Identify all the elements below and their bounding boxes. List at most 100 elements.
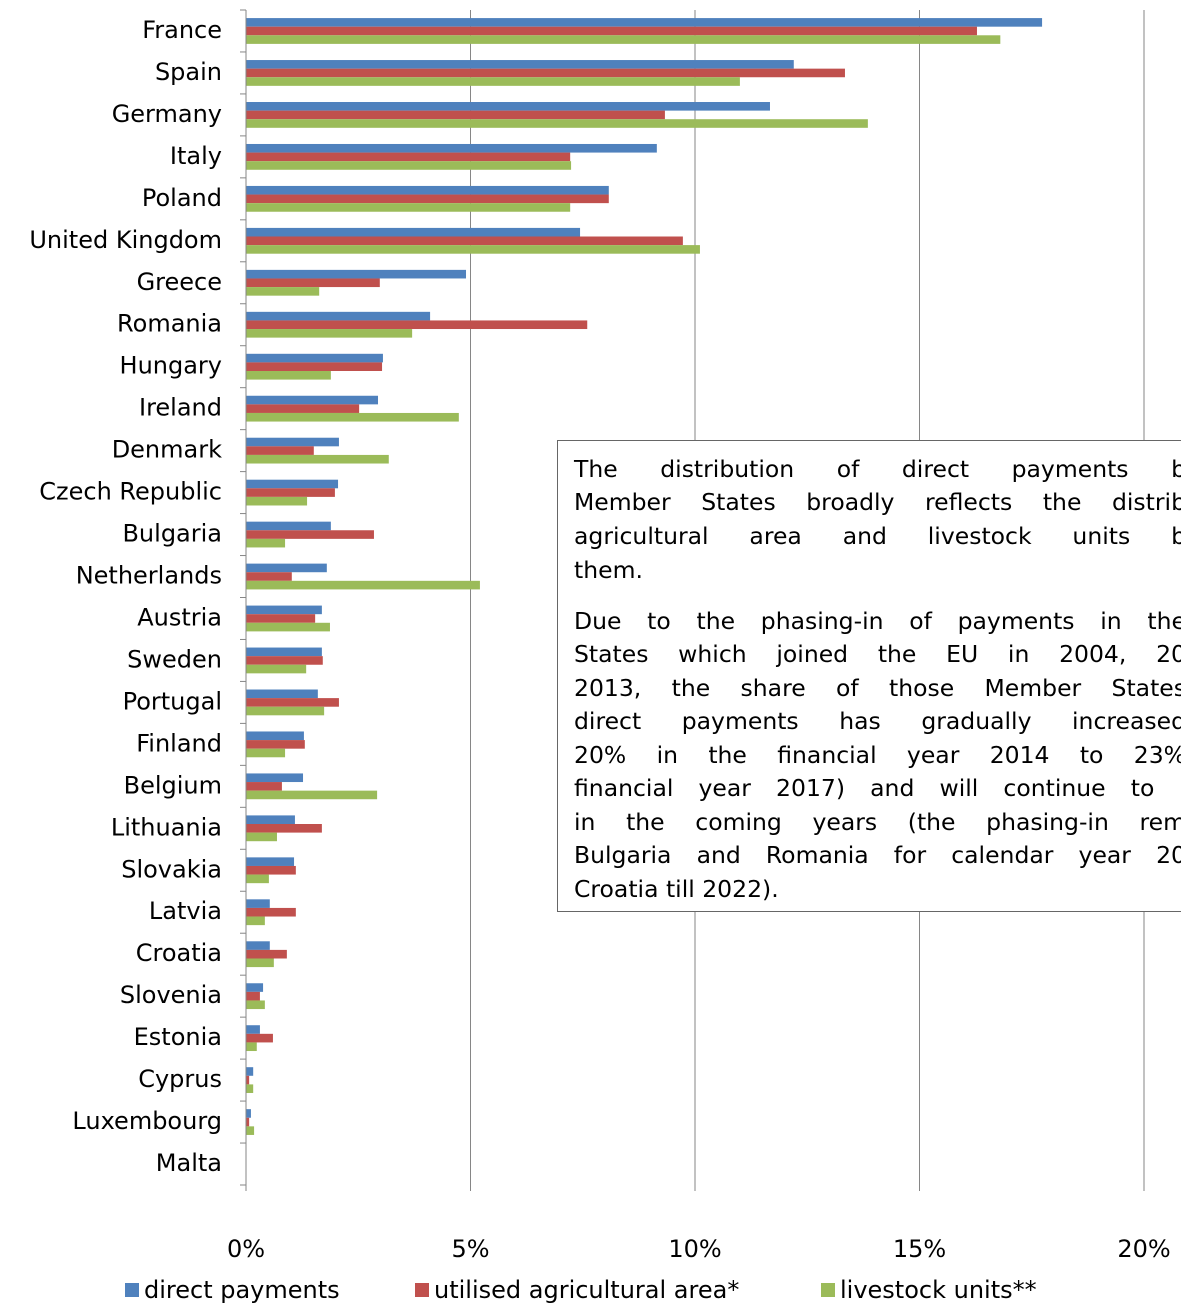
annotation-line: 20% in the financial year 2014 to 23% xyxy=(574,741,1181,769)
y-tick-label: Romania xyxy=(117,310,222,338)
bar xyxy=(246,245,700,254)
bar xyxy=(246,614,316,623)
bar xyxy=(246,857,295,866)
bar xyxy=(246,1000,265,1010)
y-tick-label: Denmark xyxy=(112,436,222,464)
bar xyxy=(246,119,868,128)
bar xyxy=(246,143,657,153)
bar xyxy=(246,227,581,237)
bar xyxy=(246,1109,251,1118)
bar xyxy=(246,874,269,884)
bar xyxy=(246,329,413,338)
legend-label: utilised agricultural area* xyxy=(434,1276,739,1304)
bar xyxy=(246,1067,254,1076)
y-tick-label: Belgium xyxy=(124,771,222,799)
bar xyxy=(246,110,665,120)
y-tick-label: Poland xyxy=(142,184,222,212)
y-tick-label: Italy xyxy=(170,142,222,170)
annotation-line: States which joined the EU in 2004, 20 xyxy=(574,640,1181,668)
bar xyxy=(246,236,683,246)
bar xyxy=(246,269,467,279)
annotation-line: The distribution of direct payments b xyxy=(574,455,1181,483)
bar xyxy=(246,1033,273,1043)
bar xyxy=(246,983,264,992)
annotation-line: financial year 2017) and will continue t… xyxy=(574,774,1181,802)
y-tick-label: Germany xyxy=(112,100,222,128)
bar xyxy=(246,68,845,78)
y-tick-label: Spain xyxy=(155,58,222,86)
bar xyxy=(246,152,571,162)
y-tick-label: Estonia xyxy=(134,1023,222,1051)
annotation-line: Due to the phasing-in of payments in the xyxy=(574,607,1181,635)
x-tick-label: 15% xyxy=(893,1235,946,1263)
y-tick-label: Lithuania xyxy=(111,813,222,841)
bar xyxy=(246,194,609,204)
bar xyxy=(246,698,339,707)
bar xyxy=(246,362,383,371)
bar xyxy=(246,35,1001,44)
bar xyxy=(246,782,282,791)
legend-swatch xyxy=(125,1283,139,1297)
bar xyxy=(246,488,335,497)
bar xyxy=(246,320,588,330)
bar xyxy=(246,370,331,380)
x-tick-label: 20% xyxy=(1117,1235,1170,1263)
bar xyxy=(246,958,274,968)
y-tick-label: Greece xyxy=(137,268,222,296)
bar xyxy=(246,731,304,741)
bar xyxy=(246,605,322,615)
bar xyxy=(246,949,287,959)
bar xyxy=(246,278,380,288)
bar xyxy=(246,790,378,800)
y-tick-label: Austria xyxy=(137,603,222,631)
bar xyxy=(246,1126,255,1135)
x-tick-label: 0% xyxy=(227,1235,265,1263)
bar xyxy=(246,832,277,842)
bar xyxy=(246,689,318,699)
annotation-line: them. xyxy=(574,556,643,584)
bar xyxy=(246,102,770,111)
bar xyxy=(246,496,308,506)
x-tick-label: 5% xyxy=(451,1235,489,1263)
bar xyxy=(246,404,360,413)
bar xyxy=(246,647,322,657)
legend-swatch xyxy=(415,1283,429,1297)
y-tick-label: Latvia xyxy=(149,897,222,925)
y-tick-label: Slovakia xyxy=(121,855,222,883)
annotation-line: Bulgaria and Romania for calendar year 2… xyxy=(574,841,1181,869)
y-tick-label: Croatia xyxy=(136,939,222,967)
y-tick-label: Czech Republic xyxy=(39,478,222,506)
annotation-line: direct payments has gradually increased xyxy=(574,707,1181,735)
y-tick-label: Ireland xyxy=(139,394,222,422)
bar xyxy=(246,1042,257,1052)
bar xyxy=(246,479,339,489)
bar xyxy=(246,991,260,1001)
bar xyxy=(246,26,977,36)
bar xyxy=(246,916,265,926)
bar xyxy=(246,580,480,590)
bar xyxy=(246,60,794,69)
bar xyxy=(246,773,304,783)
bar xyxy=(246,395,379,405)
annotation-line: 2013, the share of those Member States xyxy=(574,674,1181,702)
legend-swatch xyxy=(821,1283,835,1297)
bar xyxy=(246,530,374,539)
legend-label: direct payments xyxy=(144,1276,340,1304)
bar xyxy=(246,824,322,833)
legend-label: livestock units** xyxy=(840,1276,1037,1304)
annotation-line: in the coming years (the phasing-in rem xyxy=(574,808,1181,836)
bar xyxy=(246,907,296,917)
bar xyxy=(246,572,292,581)
bar xyxy=(246,1084,254,1093)
x-tick-label: 10% xyxy=(668,1235,721,1263)
bar xyxy=(246,1117,250,1127)
y-tick-label: Netherlands xyxy=(76,562,222,590)
bar xyxy=(246,941,270,950)
bar xyxy=(246,311,431,321)
bar xyxy=(246,161,572,170)
y-tick-label: Hungary xyxy=(120,352,222,380)
bar xyxy=(246,656,323,665)
bar xyxy=(246,1075,250,1085)
y-tick-label: Luxembourg xyxy=(72,1107,222,1135)
